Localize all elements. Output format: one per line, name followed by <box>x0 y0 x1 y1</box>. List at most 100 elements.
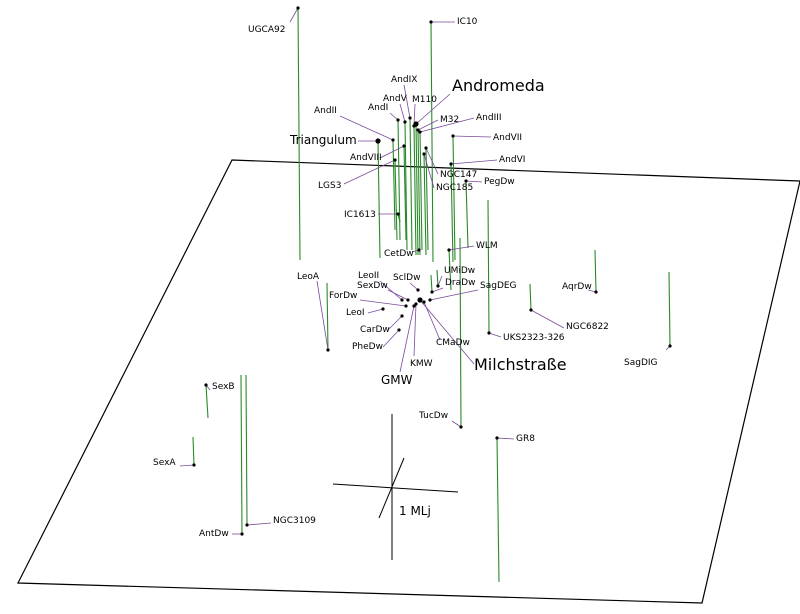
label-cetdw: CetDw <box>384 249 414 259</box>
stem-gr8 <box>496 437 500 583</box>
label-tucdw: TucDw <box>418 411 448 421</box>
stem-lines <box>192 7 671 583</box>
stem-andiii <box>419 131 423 251</box>
leader-sexdw <box>387 289 409 301</box>
label-fordw: ForDw <box>329 291 357 301</box>
label-ugca92: UGCA92 <box>248 25 285 35</box>
point-pegdw <box>464 179 468 183</box>
leader-andromeda <box>415 93 451 125</box>
leader-pegdw <box>465 180 483 183</box>
label-andiii: AndIII <box>476 113 502 123</box>
leader-andvii <box>452 135 492 138</box>
point-uks2323-326 <box>487 331 491 335</box>
point-sexb <box>204 383 208 387</box>
point-andv <box>403 120 407 124</box>
label-ngc147: NGC147 <box>440 170 477 180</box>
label-umidw: UMiDw <box>444 266 475 276</box>
leader-uks2323-326 <box>488 332 502 338</box>
point-andvi <box>449 162 453 166</box>
point-ngc185 <box>422 152 426 156</box>
point-ic10 <box>429 20 433 24</box>
label-sagdeg: SagDEG <box>480 281 517 291</box>
stem-pegdw <box>465 180 469 249</box>
label-andv: AndV <box>383 94 408 104</box>
label-andvii: AndVII <box>493 133 522 143</box>
leader-ngc6822 <box>530 309 565 329</box>
point-antdw <box>240 532 244 536</box>
stem-sagdig <box>668 271 671 347</box>
point-umidw <box>436 284 440 288</box>
point-sagdig <box>668 344 672 348</box>
leader-sexa <box>179 464 195 467</box>
point-kmw <box>414 302 418 306</box>
stem-ngc147 <box>425 147 429 251</box>
label-phedw: PheDw <box>352 342 383 352</box>
stem-leoa <box>326 282 329 351</box>
label-andromeda: Andromeda <box>452 76 545 95</box>
leader-andi <box>389 112 399 121</box>
leader-wlm <box>448 245 475 251</box>
stem-m110 <box>413 125 417 256</box>
leader-milchstra-e <box>419 299 475 365</box>
point-andvii <box>451 134 455 138</box>
stem-ugca92 <box>297 7 301 261</box>
label-m110: M110 <box>412 95 437 105</box>
scale-cross <box>332 414 459 560</box>
point-gr8 <box>495 436 499 440</box>
label-antdw: AntDw <box>199 529 229 539</box>
galaxy-labels: UGCA92 IC10 AndIX Andromeda AndV M110 AndI AndI… <box>153 17 658 539</box>
leader-lgs3 <box>343 159 396 185</box>
leader-andiii <box>419 117 475 133</box>
leader-fordw <box>359 299 407 307</box>
point-ugca92 <box>296 6 300 10</box>
label-cardw: CarDw <box>360 325 390 335</box>
label-andii: AndII <box>314 106 337 116</box>
leader-tucdw <box>451 420 462 428</box>
stem-uks2323-326 <box>487 199 490 334</box>
label-andviii: AndVIII <box>350 153 382 163</box>
point-andi <box>396 118 400 122</box>
leader-gmw <box>399 305 415 373</box>
leader-andviii <box>379 145 405 159</box>
point-aqrdw <box>594 290 598 294</box>
label-lgs3: LGS3 <box>318 181 341 191</box>
stem-ngc6822 <box>529 283 532 311</box>
label-triangulum: Triangulum <box>289 133 357 147</box>
label-scldw: SclDw <box>393 273 420 283</box>
label-leoi: LeoI <box>346 308 365 318</box>
point-ngc6822 <box>529 308 533 312</box>
stem-umidw <box>436 269 439 287</box>
label-wlm: WLM <box>476 241 498 251</box>
leader-lines <box>179 7 671 535</box>
stem-dradw <box>430 274 433 293</box>
stem-m32 <box>417 129 421 256</box>
leader-ngc185 <box>423 153 435 189</box>
label-sexdw: SexDw <box>357 281 388 291</box>
stem-sexb <box>205 384 209 419</box>
galactic-plane <box>17 159 800 604</box>
point-dradw <box>430 290 434 294</box>
label-kmw: KMW <box>410 359 433 369</box>
leader-andvi <box>450 159 498 165</box>
stem-wlm <box>448 249 452 291</box>
label-ngc185: NGC185 <box>436 183 473 193</box>
label-uks2323-326: UKS2323-326 <box>503 333 565 343</box>
stem-andvii <box>452 135 456 261</box>
stem-andix <box>409 117 413 251</box>
stem-ngc3109 <box>245 374 248 526</box>
point-andviii <box>402 144 406 148</box>
stem-andromeda <box>415 123 419 256</box>
label-andvi: AndVI <box>499 155 525 165</box>
stem-ic10 <box>430 21 434 263</box>
point-sexdw <box>406 298 410 302</box>
leader-umidw <box>437 275 443 287</box>
label-andi: AndI <box>368 103 388 113</box>
stem-lgs3 <box>394 159 398 241</box>
point-ngc147 <box>424 146 428 150</box>
point-scldw <box>416 288 420 292</box>
stem-andv <box>404 121 408 251</box>
stem-triangulum <box>377 140 381 259</box>
label-leoa: LeoA <box>297 272 320 282</box>
label-leoii: LeoII <box>358 271 379 281</box>
